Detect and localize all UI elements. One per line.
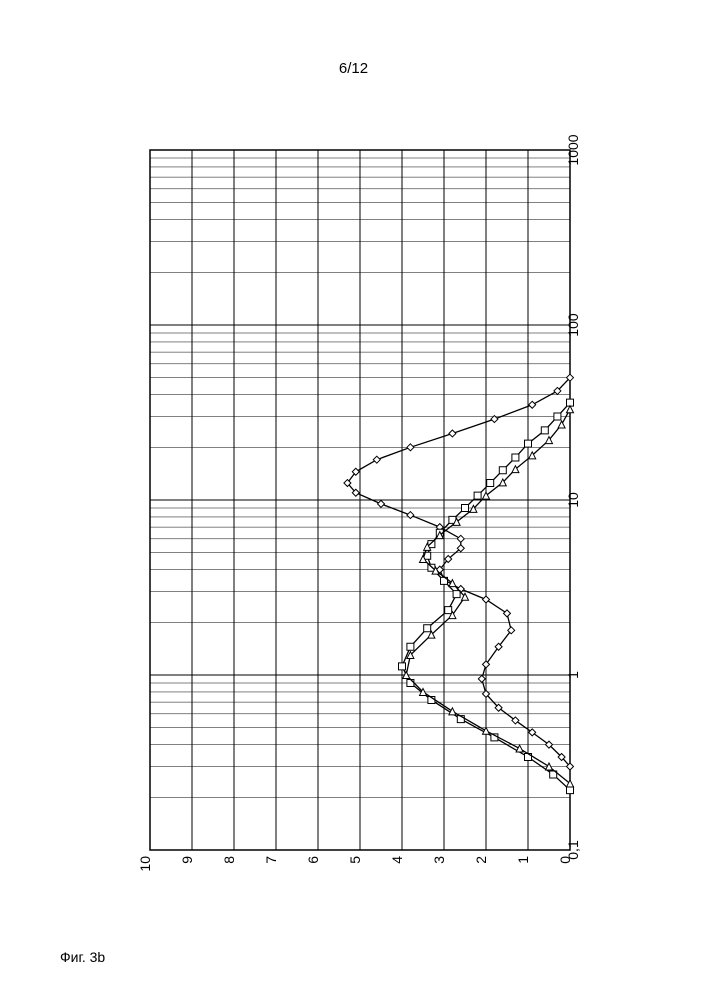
svg-text:10: 10: [565, 492, 581, 508]
figure-caption: Фиг. 3b: [60, 949, 105, 965]
svg-text:8: 8: [221, 856, 237, 864]
svg-text:1000: 1000: [565, 134, 581, 165]
page: 6/12 0123456789100,11101001000 Фиг. 3b: [0, 0, 707, 1000]
svg-text:0,1: 0,1: [565, 840, 581, 860]
svg-text:3: 3: [431, 856, 447, 864]
chart-container: 0123456789100,11101001000: [60, 130, 620, 905]
svg-text:6: 6: [305, 856, 321, 864]
distribution-chart: 0123456789100,11101001000: [60, 130, 620, 900]
svg-text:5: 5: [347, 856, 363, 864]
svg-text:7: 7: [263, 856, 279, 864]
svg-text:4: 4: [389, 856, 405, 864]
svg-text:100: 100: [565, 313, 581, 337]
svg-text:9: 9: [179, 856, 195, 864]
svg-text:1: 1: [565, 671, 581, 679]
page-number: 6/12: [0, 60, 707, 77]
svg-text:10: 10: [137, 856, 153, 872]
svg-text:1: 1: [515, 856, 531, 864]
svg-text:2: 2: [473, 856, 489, 864]
